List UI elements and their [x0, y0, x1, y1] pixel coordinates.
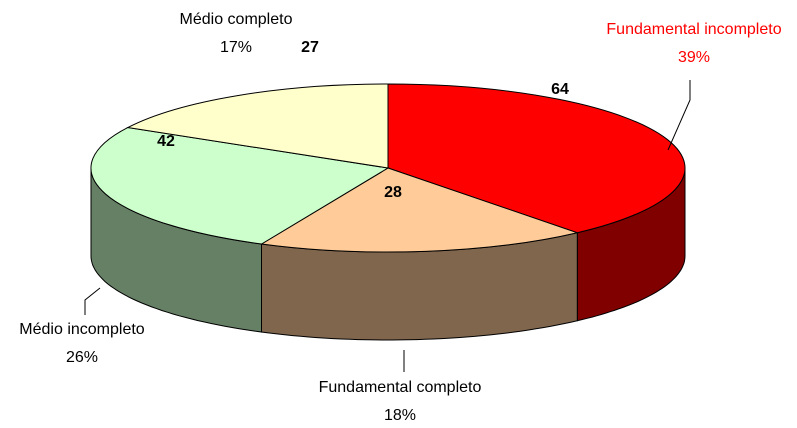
percent-label: 39% [678, 49, 710, 66]
slice [126, 83, 389, 169]
category-label: Fundamental incompleto [606, 21, 781, 38]
slice [260, 167, 580, 253]
count-label: 42 [157, 133, 175, 150]
category-label: Médio completo [180, 11, 293, 28]
count-label: 27 [301, 39, 319, 56]
leader-line [667, 80, 691, 151]
percent-label: 18% [384, 407, 416, 424]
count-label: 28 [384, 184, 402, 201]
percent-label: 26% [66, 349, 98, 366]
count-label: 64 [551, 81, 569, 98]
category-label: Fundamental completo [319, 379, 482, 396]
slice [387, 83, 686, 234]
leader-line [84, 287, 101, 315]
percent-label: 17% [220, 39, 252, 56]
category-label: Médio incompleto [19, 321, 145, 338]
